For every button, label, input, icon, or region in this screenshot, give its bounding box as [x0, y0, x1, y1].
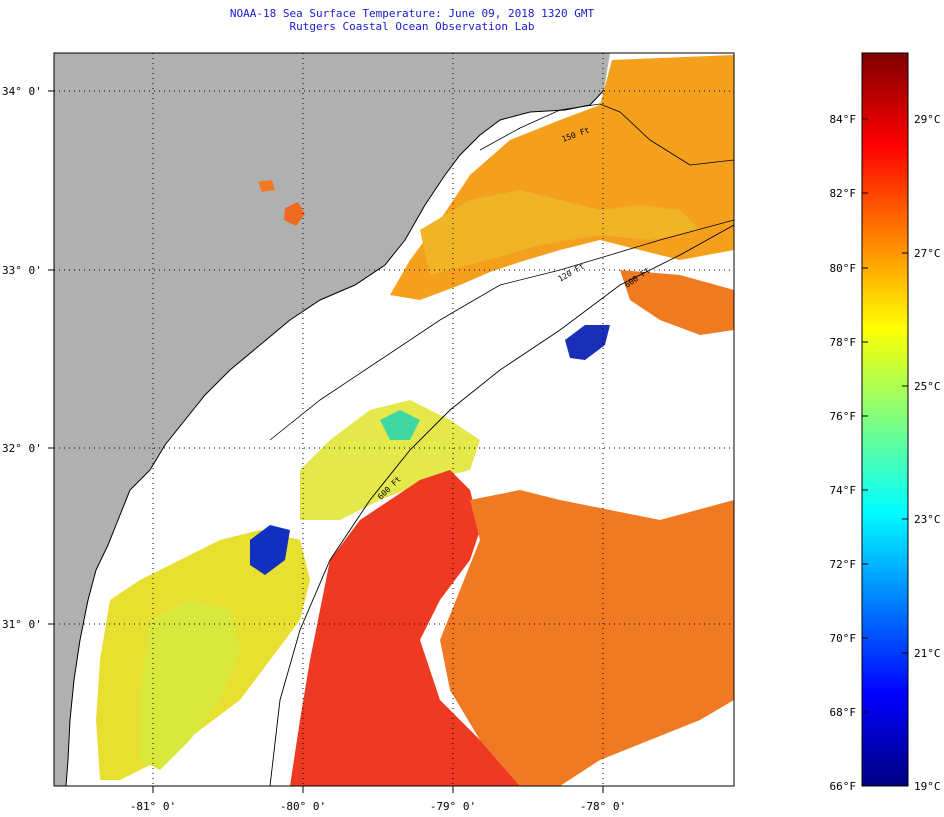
- lat-label-34: 34° 0': [2, 85, 42, 98]
- map-subtitle: Rutgers Coastal Ocean Observation Lab: [289, 20, 535, 33]
- lon-label-79: -79° 0': [430, 800, 476, 813]
- sst-patch-midshelf: [300, 400, 480, 520]
- sst-patch-small-orange: [284, 202, 305, 226]
- colorbar-label-68f: 68°F: [830, 706, 857, 719]
- colorbar-label-21c: 21°C: [914, 647, 941, 660]
- colorbar-label-76f: 76°F: [830, 410, 857, 423]
- sst-patch-cyan: [380, 410, 420, 440]
- colorbar-label-23c: 23°C: [914, 513, 941, 526]
- colorbar-label-82f: 82°F: [830, 187, 857, 200]
- lon-label-81: -81° 0': [130, 800, 176, 813]
- isobath-120ft: [269, 219, 734, 441]
- isobath-600ft: [269, 224, 734, 786]
- coastline: [65, 89, 605, 786]
- lat-label-33: 33° 0': [2, 264, 42, 277]
- isobath-150ft: [479, 103, 734, 166]
- sst-patch-lake: [258, 180, 275, 192]
- graticule: [54, 53, 734, 786]
- colorbar-label-29c: 29°C: [914, 113, 941, 126]
- sst-patch-yellow-west: [140, 600, 240, 770]
- lon-label-80: -80° 0': [280, 800, 326, 813]
- colorbar-label-72f: 72°F: [830, 558, 857, 571]
- sst-patch-cool-blue-2: [250, 525, 290, 575]
- colorbar-label-80f: 80°F: [830, 262, 857, 275]
- colorbar-label-78f: 78°F: [830, 336, 857, 349]
- colorbar-label-25c: 25°C: [914, 380, 941, 393]
- sst-patch-cool-blue: [565, 325, 610, 360]
- colorbar-label-74f: 74°F: [830, 484, 857, 497]
- land-mass: [54, 53, 610, 786]
- lat-label-31: 31° 0': [2, 618, 42, 631]
- colorbar: [861, 52, 909, 787]
- sst-patch-orange-right: [620, 270, 734, 335]
- colorbar-label-66f: 66°F: [830, 780, 857, 793]
- sst-patch-offshore-east: [440, 490, 734, 786]
- sst-patch-gulfstream: [290, 470, 520, 786]
- colorbar-label-27c: 27°C: [914, 247, 941, 260]
- map-frame: [53, 52, 735, 787]
- lat-label-32: 32° 0': [2, 442, 42, 455]
- map-ticks: [48, 90, 604, 793]
- lon-label-78: -78° 0': [580, 800, 626, 813]
- map-title: NOAA-18 Sea Surface Temperature: June 09…: [229, 7, 595, 20]
- colorbar-label-70f: 70°F: [830, 632, 857, 645]
- colorbar-ticks: [862, 118, 908, 713]
- colorbar-label-19c: 19°C: [914, 780, 941, 793]
- colorbar-label-84f: 84°F: [830, 113, 857, 126]
- sst-patch-coastal-ne: [420, 190, 700, 275]
